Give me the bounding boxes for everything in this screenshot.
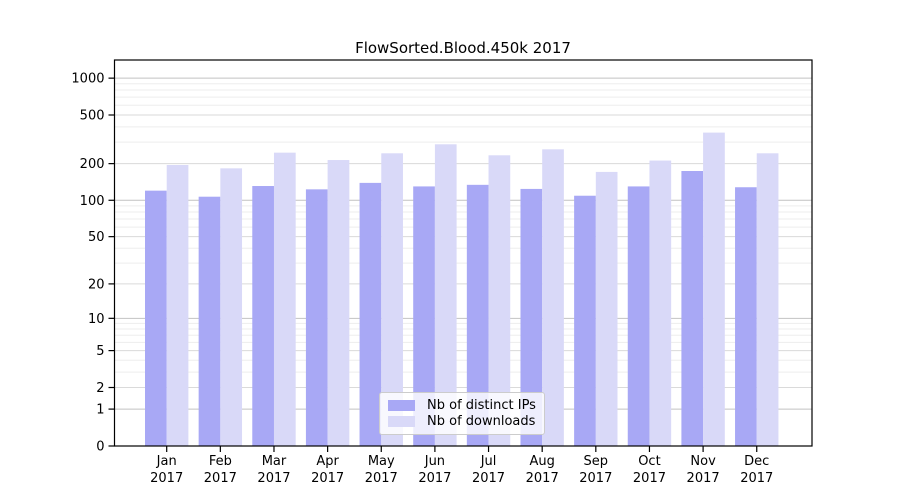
bar-distinct-ips [413,186,435,446]
x-tick-month: Apr [316,454,339,469]
x-tick-month: Jan [156,454,177,469]
x-tick-month: Oct [638,454,660,469]
x-tick-month: Sep [584,454,609,469]
bar-downloads [649,160,672,447]
x-tick-month: Jun [424,454,445,469]
bar-distinct-ips [681,171,704,446]
bar-distinct-ips [735,187,757,446]
x-tick-year: 2017 [365,471,398,486]
y-tick-label: 100 [80,194,105,209]
legend-label-downloads: Nb of downloads [427,414,536,430]
x-tick-year: 2017 [204,471,237,486]
x-tick-month: Aug [529,454,554,469]
bar-downloads [542,149,564,447]
x-tick-year: 2017 [150,471,183,486]
bar-distinct-ips [574,195,596,446]
bar-distinct-ips [627,186,650,446]
bar-downloads [756,153,779,446]
x-tick-year: 2017 [526,471,559,486]
bar-distinct-ips [359,182,382,446]
x-tick-year: 2017 [579,471,612,486]
bar-downloads [273,152,296,447]
legend: Nb of distinct IPs Nb of downloads [379,392,545,435]
y-tick-label: 1000 [71,72,104,87]
bar-downloads [327,160,350,447]
bar-distinct-ips [198,196,221,446]
x-tick-month: Feb [209,454,232,469]
y-tick-label: 500 [80,108,105,123]
bar-distinct-ips [145,190,167,446]
y-tick-label: 5 [96,344,104,359]
x-tick-year: 2017 [257,471,290,486]
x-tick-year: 2017 [418,471,451,486]
legend-label-distinct-ips: Nb of distinct IPs [427,397,536,413]
y-tick-label: 50 [88,230,105,245]
x-tick-month: May [368,454,395,469]
bar-downloads [381,153,403,446]
x-tick-year: 2017 [633,471,666,486]
x-tick-year: 2017 [740,471,773,486]
bar-distinct-ips [466,184,489,446]
bar-downloads [595,171,618,447]
bar-downloads [488,155,511,447]
legend-item-downloads: Nb of downloads [388,414,536,429]
y-tick-label: 200 [80,157,105,172]
legend-item-distinct-ips: Nb of distinct IPs [388,398,536,413]
bar-distinct-ips [520,188,543,447]
x-tick-month: Jul [480,454,497,469]
y-tick-label: 20 [88,277,105,292]
x-tick-year: 2017 [687,471,720,486]
x-tick-month: Dec [744,454,769,469]
y-tick-label: 2 [96,381,104,396]
legend-swatch-distinct-ips [388,399,415,411]
x-tick-year: 2017 [311,471,344,486]
chart-title: FlowSorted.Blood.450k 2017 [355,39,571,57]
y-tick-label: 10 [88,312,105,327]
x-tick-year: 2017 [472,471,505,486]
x-tick-month: Nov [690,454,716,469]
bar-downloads [220,168,243,447]
plot-border [113,59,813,447]
y-tick-label: 1 [96,403,104,418]
bar-distinct-ips [252,186,274,446]
bar-distinct-ips [305,189,328,446]
bar-downloads [166,164,189,446]
y-tick-label: 0 [96,440,104,455]
legend-swatch-downloads [388,416,415,428]
x-tick-month: Mar [262,454,287,469]
bar-downloads [434,144,457,446]
bar-downloads [703,132,725,446]
